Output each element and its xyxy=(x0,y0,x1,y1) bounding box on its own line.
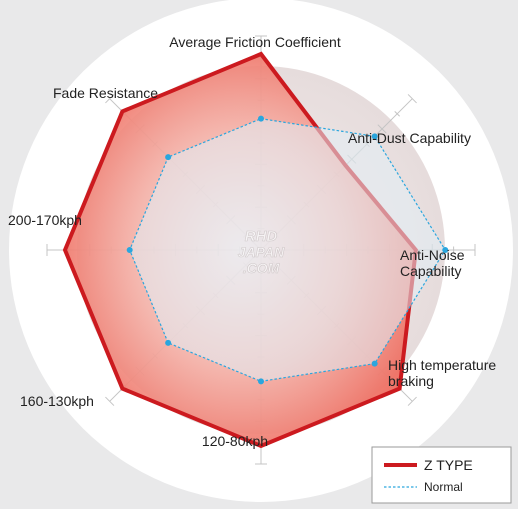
series-normal-point-6 xyxy=(126,247,133,253)
axis-label-6-line-0: 200-170kph xyxy=(8,212,82,228)
watermark-line-1: RHD xyxy=(245,228,278,245)
watermark-line-2: JAPAN xyxy=(238,244,285,260)
axis-label-6: 200-170kph xyxy=(8,212,82,228)
axis-tick-5-10 xyxy=(105,396,115,406)
axis-tick-3-10 xyxy=(407,396,417,406)
axis-tick-1-10 xyxy=(407,94,417,104)
axis-label-1: Anti-Dust Capability xyxy=(348,130,471,146)
series-normal-point-7 xyxy=(165,154,172,161)
legend: Z TYPE Normal xyxy=(371,446,512,504)
axis-label-7: Fade Resistance xyxy=(53,85,158,101)
axis-tick-1-8 xyxy=(377,124,387,134)
axis-label-0: Average Friction Coefficient xyxy=(169,34,341,50)
axis-label-2-line-1: Capability xyxy=(400,263,461,279)
legend-label-z-type: Z TYPE xyxy=(424,457,473,473)
series-normal-point-2 xyxy=(442,247,449,253)
axis-tick-7-10 xyxy=(105,94,115,104)
series-normal-point-1 xyxy=(371,133,378,140)
watermark: RHD JAPAN .COM xyxy=(237,228,285,277)
axis-label-2-line-0: Anti-Noise xyxy=(400,247,465,263)
legend-box xyxy=(371,446,512,504)
axis-label-0-line-0: Average Friction Coefficient xyxy=(169,34,341,50)
axis-label-2: Anti-Noise Capability xyxy=(400,247,465,279)
series-normal-point-0 xyxy=(258,115,264,122)
series-normal-point-3 xyxy=(371,360,378,367)
series-normal-area xyxy=(129,118,446,382)
series-layer xyxy=(62,51,449,449)
axis-label-5-line-0: 160-130kph xyxy=(20,393,94,409)
axis-label-3: High temperature braking xyxy=(388,357,496,389)
axis-label-3-line-1: braking xyxy=(388,373,434,389)
axis-label-4: 120-80kph xyxy=(202,433,268,449)
axis-label-7-line-0: Fade Resistance xyxy=(53,85,158,101)
axis-label-1-line-0: Anti-Dust Capability xyxy=(348,130,471,146)
axis-label-3-line-0: High temperature xyxy=(388,357,496,373)
series-normal-point-4 xyxy=(258,378,264,385)
axis-label-4-line-0: 120-80kph xyxy=(202,433,268,449)
series-normal-point-5 xyxy=(165,339,172,346)
legend-label-normal: Normal xyxy=(424,480,463,494)
watermark-line-3: .COM xyxy=(243,260,280,276)
axis-tick-1-9 xyxy=(394,110,401,117)
axis-labels: Average Friction Coefficient Anti-Dust Ca… xyxy=(8,34,496,449)
axis-label-5: 160-130kph xyxy=(20,393,94,409)
